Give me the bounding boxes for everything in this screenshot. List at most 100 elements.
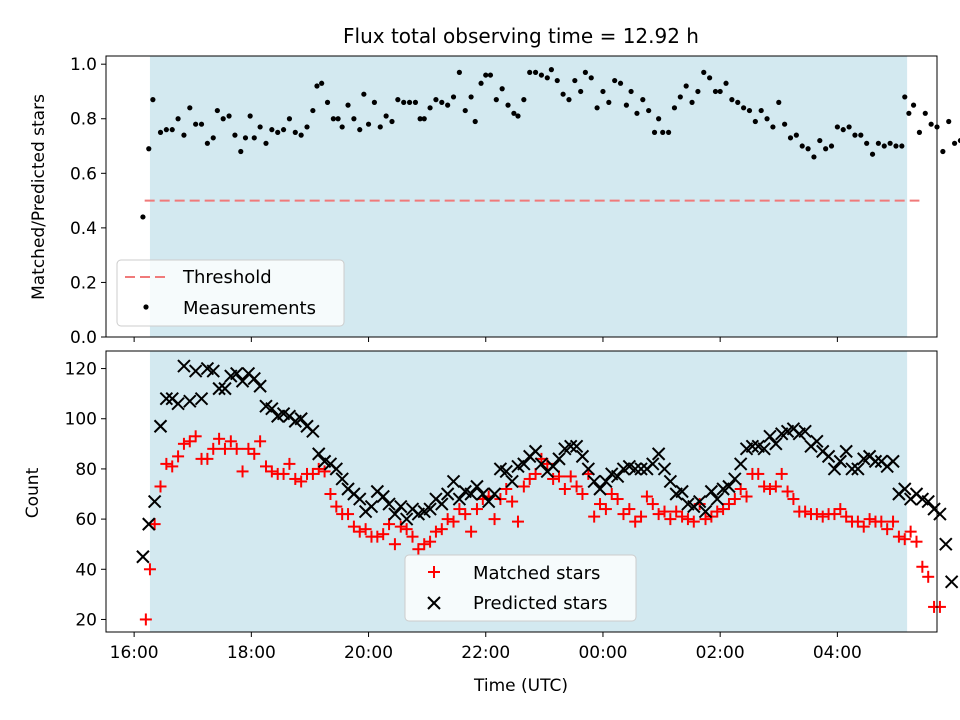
matched-star-point bbox=[342, 508, 355, 521]
predicted-star-point bbox=[364, 499, 379, 514]
predicted-star-point bbox=[265, 401, 279, 416]
measurement-point bbox=[232, 132, 238, 138]
predicted-star-point bbox=[886, 454, 900, 469]
predicted-star-point bbox=[634, 462, 648, 476]
y-tick-label: 0.6 bbox=[70, 164, 97, 184]
predicted-star-point bbox=[593, 482, 607, 496]
chart-title: Flux total observing time = 12.92 h bbox=[343, 24, 699, 48]
predicted-star-point bbox=[845, 462, 859, 476]
predicted-star-point bbox=[581, 462, 596, 476]
matched-star-point bbox=[781, 485, 794, 498]
predicted-star-point bbox=[763, 429, 777, 444]
measurement-point bbox=[304, 124, 310, 130]
predicted-star-point bbox=[229, 366, 244, 381]
measurement-point bbox=[846, 124, 852, 130]
matched-star-point bbox=[728, 493, 741, 506]
matched-star-point bbox=[623, 503, 636, 516]
matched-star-point bbox=[588, 510, 601, 523]
predicted-star-point bbox=[481, 494, 496, 509]
legend-matched-swatch bbox=[428, 566, 440, 578]
matched-star-point bbox=[916, 560, 929, 573]
measurement-point bbox=[263, 140, 269, 146]
matched-star-point bbox=[283, 457, 296, 470]
matched-star-point bbox=[834, 503, 847, 516]
predicted-star-point bbox=[898, 482, 912, 496]
matched-star-point bbox=[670, 505, 683, 518]
measurement-point bbox=[544, 75, 550, 81]
measurement-point bbox=[665, 129, 672, 135]
count-y-ticks: 20 40 60 80 100 120 bbox=[65, 360, 106, 630]
predicted-star-point bbox=[440, 487, 455, 501]
predicted-star-point bbox=[651, 447, 666, 461]
matched-star-point bbox=[904, 525, 917, 538]
predicted-star-point bbox=[399, 512, 414, 526]
matched-star-point bbox=[840, 510, 853, 523]
predicted-star-point bbox=[147, 494, 162, 509]
y-tick-label: 1.0 bbox=[70, 55, 97, 75]
matched-star-point bbox=[388, 538, 401, 551]
legend-measurements-label: Measurements bbox=[183, 298, 316, 319]
matched-star-point bbox=[160, 457, 173, 470]
matched-star-point bbox=[652, 508, 665, 521]
matched-star-point bbox=[230, 442, 243, 455]
matched-star-point bbox=[318, 465, 331, 478]
legend-predicted-label: Predicted stars bbox=[473, 593, 607, 614]
measurement-point bbox=[623, 102, 630, 108]
matched-star-point bbox=[664, 513, 677, 526]
predicted-star-point bbox=[171, 396, 185, 411]
predicted-star-point bbox=[517, 457, 531, 471]
predicted-star-point bbox=[798, 424, 812, 438]
measurement-point bbox=[758, 107, 764, 114]
measurement-point bbox=[811, 154, 817, 160]
measurement-point bbox=[538, 72, 545, 78]
measurement-point bbox=[395, 97, 401, 103]
y-tick-label: 0.0 bbox=[70, 328, 97, 348]
matched-star-point bbox=[599, 503, 612, 516]
measurement-point bbox=[319, 80, 325, 86]
matched-star-point bbox=[629, 515, 642, 528]
matched-star-point bbox=[441, 513, 454, 526]
measurement-point bbox=[421, 116, 427, 122]
matched-star-point bbox=[564, 470, 577, 483]
matched-star-point bbox=[459, 508, 472, 521]
matched-star-point bbox=[517, 480, 530, 493]
measurement-point bbox=[588, 75, 594, 81]
measurement-point bbox=[310, 107, 316, 114]
measurement-point bbox=[752, 118, 758, 125]
matched-star-point bbox=[558, 482, 571, 495]
measurement-point bbox=[456, 69, 462, 75]
y-tick-label: 0.2 bbox=[70, 273, 97, 293]
measurement-point bbox=[677, 94, 683, 100]
measurement-point bbox=[582, 69, 588, 75]
measurement-point bbox=[324, 99, 331, 105]
y-tick-label: 120 bbox=[65, 360, 97, 380]
predicted-star-point bbox=[183, 394, 197, 408]
measurement-point bbox=[887, 140, 893, 146]
measurement-point bbox=[617, 80, 624, 86]
measurement-point bbox=[910, 102, 917, 108]
y-tick-label: 100 bbox=[65, 410, 97, 430]
predicted-star-point bbox=[177, 359, 191, 373]
predicted-star-point bbox=[388, 507, 402, 521]
matched-star-point bbox=[189, 430, 202, 443]
predicted-star-point bbox=[153, 419, 168, 433]
matched-star-point bbox=[177, 437, 190, 450]
predicted-star-point bbox=[528, 444, 543, 459]
matched-star-point bbox=[711, 505, 724, 518]
predicted-star-point bbox=[722, 479, 736, 494]
measurement-point bbox=[640, 97, 646, 103]
predicted-star-point bbox=[487, 487, 502, 501]
predicted-star-point bbox=[247, 371, 261, 386]
measurement-point bbox=[906, 110, 912, 116]
measurement-point bbox=[701, 69, 707, 75]
matched-star-point bbox=[863, 513, 876, 526]
predicted-star-point bbox=[294, 412, 308, 426]
matched-star-point bbox=[324, 488, 337, 501]
measurement-point bbox=[875, 140, 881, 146]
matched-star-point bbox=[435, 523, 448, 536]
matched-star-point bbox=[922, 570, 935, 583]
predicted-star-point bbox=[569, 439, 584, 454]
y-tick-label: 60 bbox=[75, 510, 97, 530]
measurement-point bbox=[869, 151, 876, 157]
matched-star-point bbox=[154, 480, 167, 493]
